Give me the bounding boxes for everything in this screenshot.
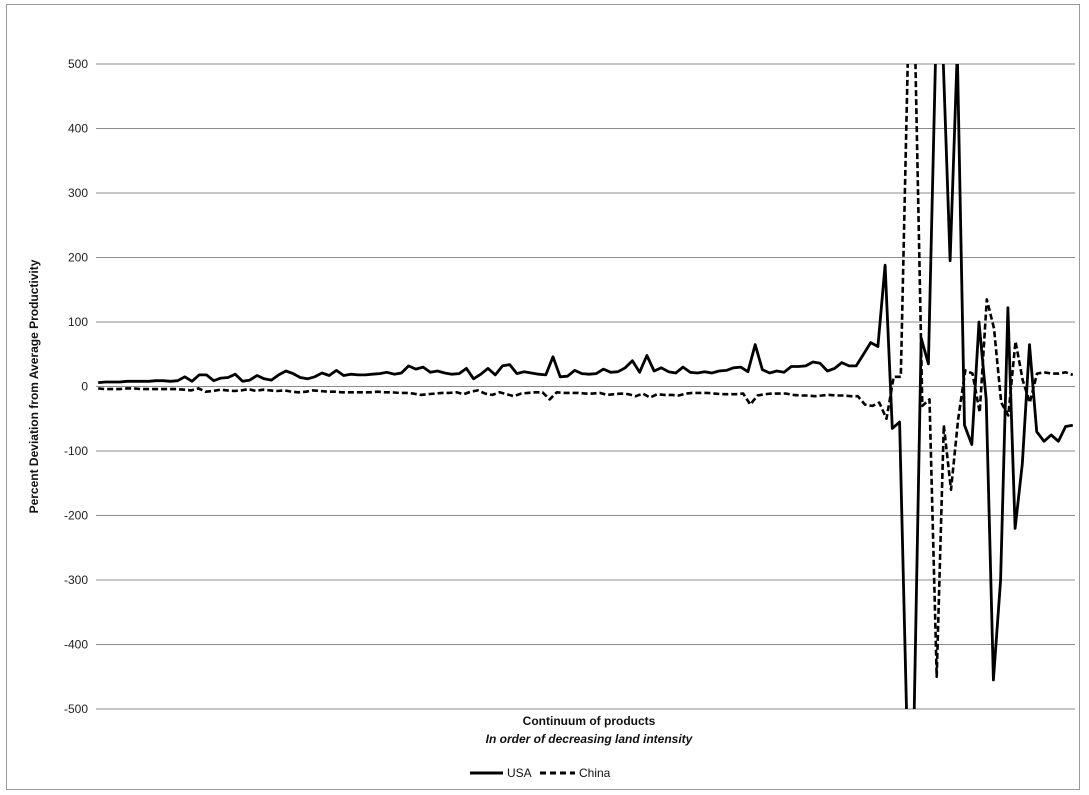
series-lines (98, 64, 1074, 709)
y-tick-label: -500 (64, 702, 88, 716)
y-tick-label: 0 (81, 380, 88, 394)
x-axis-subtitle: In order of decreasing land intensity (486, 732, 694, 746)
y-tick-label: 100 (68, 315, 88, 329)
gridlines (96, 63, 1075, 710)
series-line-china (98, 64, 1074, 679)
y-tick-label: -100 (64, 444, 88, 458)
x-axis-title: Continuum of products (523, 714, 656, 728)
y-axis-title: Percent Deviation from Average Productiv… (27, 259, 41, 513)
legend: USA China (470, 766, 611, 780)
line-chart: 500 400 300 200 100 0 -100 -200 -300 -400 -500 Per… (27, 57, 1075, 780)
legend-label-usa: USA (507, 766, 532, 780)
y-tick-labels: 500 400 300 200 100 0 -100 -200 -300 -400 -500 (64, 57, 88, 716)
chart-frame: 500 400 300 200 100 0 -100 -200 -300 -400 -500 Per… (6, 4, 1080, 790)
y-tick-label: -300 (64, 573, 88, 587)
y-tick-label: 200 (68, 251, 88, 265)
y-tick-label: -400 (64, 638, 88, 652)
legend-label-china: China (579, 766, 611, 780)
y-tick-label: 400 (68, 122, 88, 136)
series-line-usa (98, 64, 1074, 709)
y-tick-label: -200 (64, 509, 88, 523)
y-tick-label: 500 (68, 57, 88, 71)
y-tick-label: 300 (68, 186, 88, 200)
